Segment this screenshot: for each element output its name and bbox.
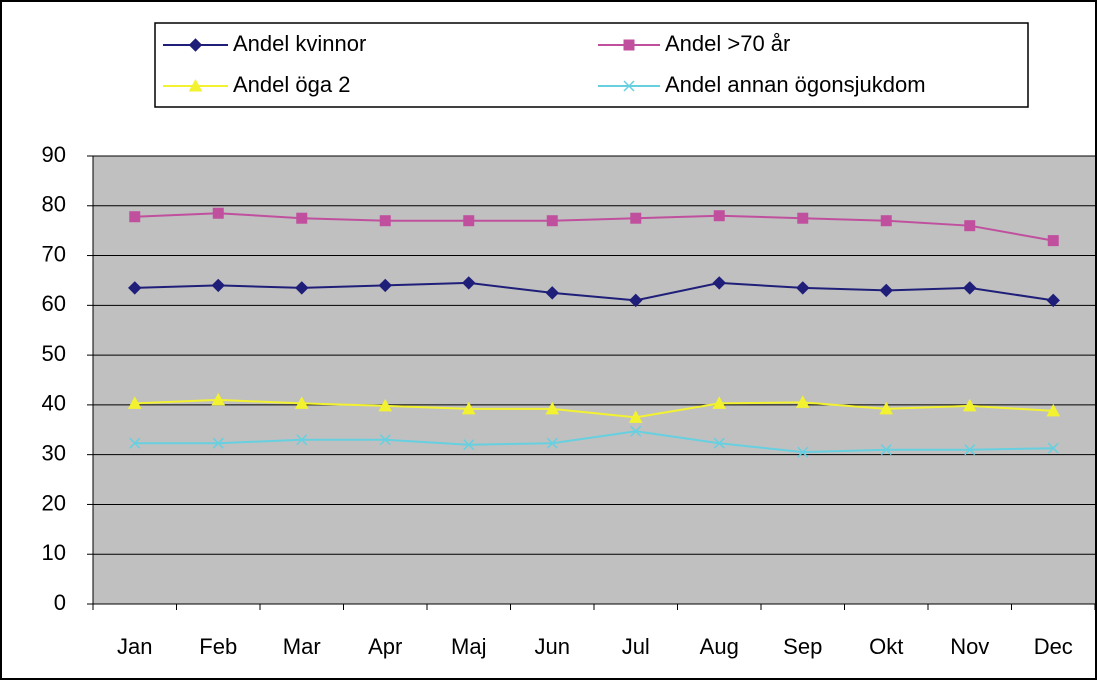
marker bbox=[127, 396, 142, 409]
marker bbox=[1047, 235, 1059, 247]
series-line bbox=[134, 430, 1054, 454]
y-tick-label: 80 bbox=[42, 192, 66, 217]
legend-box bbox=[154, 22, 1029, 108]
y-tick-label: 60 bbox=[42, 291, 66, 316]
marker bbox=[630, 425, 642, 437]
marker bbox=[712, 276, 726, 290]
marker bbox=[294, 396, 309, 409]
legend-label: Andel >70 år bbox=[665, 31, 790, 56]
x-tick-label: Jan bbox=[117, 634, 152, 659]
x-tick-label: Mar bbox=[283, 634, 321, 659]
legend-marker bbox=[188, 78, 203, 92]
marker bbox=[879, 283, 893, 298]
marker bbox=[796, 281, 810, 295]
x-tick-label: Dec bbox=[1034, 634, 1073, 659]
legend-label: Andel annan ögonsjukdom bbox=[665, 72, 926, 97]
y-tick-label: 10 bbox=[42, 540, 66, 565]
marker bbox=[628, 410, 643, 423]
x-tick-label: Sep bbox=[783, 634, 822, 659]
marker bbox=[546, 437, 558, 449]
marker bbox=[378, 398, 393, 412]
legend-marker bbox=[623, 80, 635, 92]
marker bbox=[880, 444, 892, 456]
marker bbox=[630, 212, 642, 224]
plot-area bbox=[93, 156, 1095, 604]
legend-label: Andel kvinnor bbox=[233, 31, 366, 56]
y-tick-label: 40 bbox=[42, 391, 66, 416]
marker bbox=[379, 215, 391, 227]
marker bbox=[463, 215, 475, 227]
marker bbox=[128, 281, 142, 295]
x-tick-label: Okt bbox=[869, 634, 903, 659]
y-tick-label: 30 bbox=[42, 440, 66, 465]
marker bbox=[211, 278, 225, 293]
series-line bbox=[134, 212, 1054, 242]
marker bbox=[296, 212, 308, 224]
marker bbox=[296, 434, 308, 446]
marker bbox=[212, 437, 224, 449]
marker bbox=[378, 278, 392, 293]
marker bbox=[962, 398, 977, 412]
marker bbox=[713, 437, 725, 449]
marker bbox=[1047, 442, 1059, 454]
marker bbox=[964, 220, 976, 232]
marker bbox=[129, 211, 141, 223]
marker bbox=[212, 207, 224, 219]
legend-marker bbox=[623, 39, 635, 51]
marker bbox=[629, 293, 643, 308]
legend-marker bbox=[188, 38, 203, 52]
x-tick-label: Apr bbox=[368, 634, 402, 659]
marker bbox=[713, 210, 725, 222]
x-tick-label: Maj bbox=[451, 634, 486, 659]
marker bbox=[797, 446, 809, 458]
marker bbox=[546, 215, 558, 227]
y-tick-label: 50 bbox=[42, 341, 66, 366]
marker bbox=[211, 392, 226, 406]
marker bbox=[795, 395, 810, 408]
marker bbox=[880, 215, 892, 227]
y-tick-label: 70 bbox=[42, 241, 66, 266]
y-tick-label: 0 bbox=[54, 590, 66, 615]
series-line bbox=[134, 398, 1054, 419]
marker bbox=[463, 439, 475, 451]
y-tick-label: 20 bbox=[42, 490, 66, 515]
marker bbox=[712, 396, 727, 409]
marker bbox=[462, 276, 476, 290]
marker bbox=[545, 286, 559, 300]
marker bbox=[461, 401, 476, 415]
marker bbox=[379, 434, 391, 446]
marker bbox=[879, 401, 894, 415]
series-line bbox=[134, 281, 1054, 302]
y-tick-label: 90 bbox=[42, 142, 66, 167]
x-tick-label: Nov bbox=[950, 634, 989, 659]
marker bbox=[963, 281, 977, 295]
marker bbox=[295, 281, 309, 295]
marker bbox=[964, 444, 976, 456]
x-tick-label: Jul bbox=[622, 634, 650, 659]
marker bbox=[797, 212, 809, 224]
marker bbox=[1046, 293, 1060, 308]
marker bbox=[545, 401, 560, 415]
x-tick-label: Jun bbox=[535, 634, 570, 659]
marker bbox=[129, 437, 141, 449]
x-tick-label: Aug bbox=[700, 634, 739, 659]
legend-label: Andel öga 2 bbox=[233, 72, 350, 97]
marker bbox=[1046, 403, 1061, 417]
x-tick-label: Feb bbox=[199, 634, 237, 659]
